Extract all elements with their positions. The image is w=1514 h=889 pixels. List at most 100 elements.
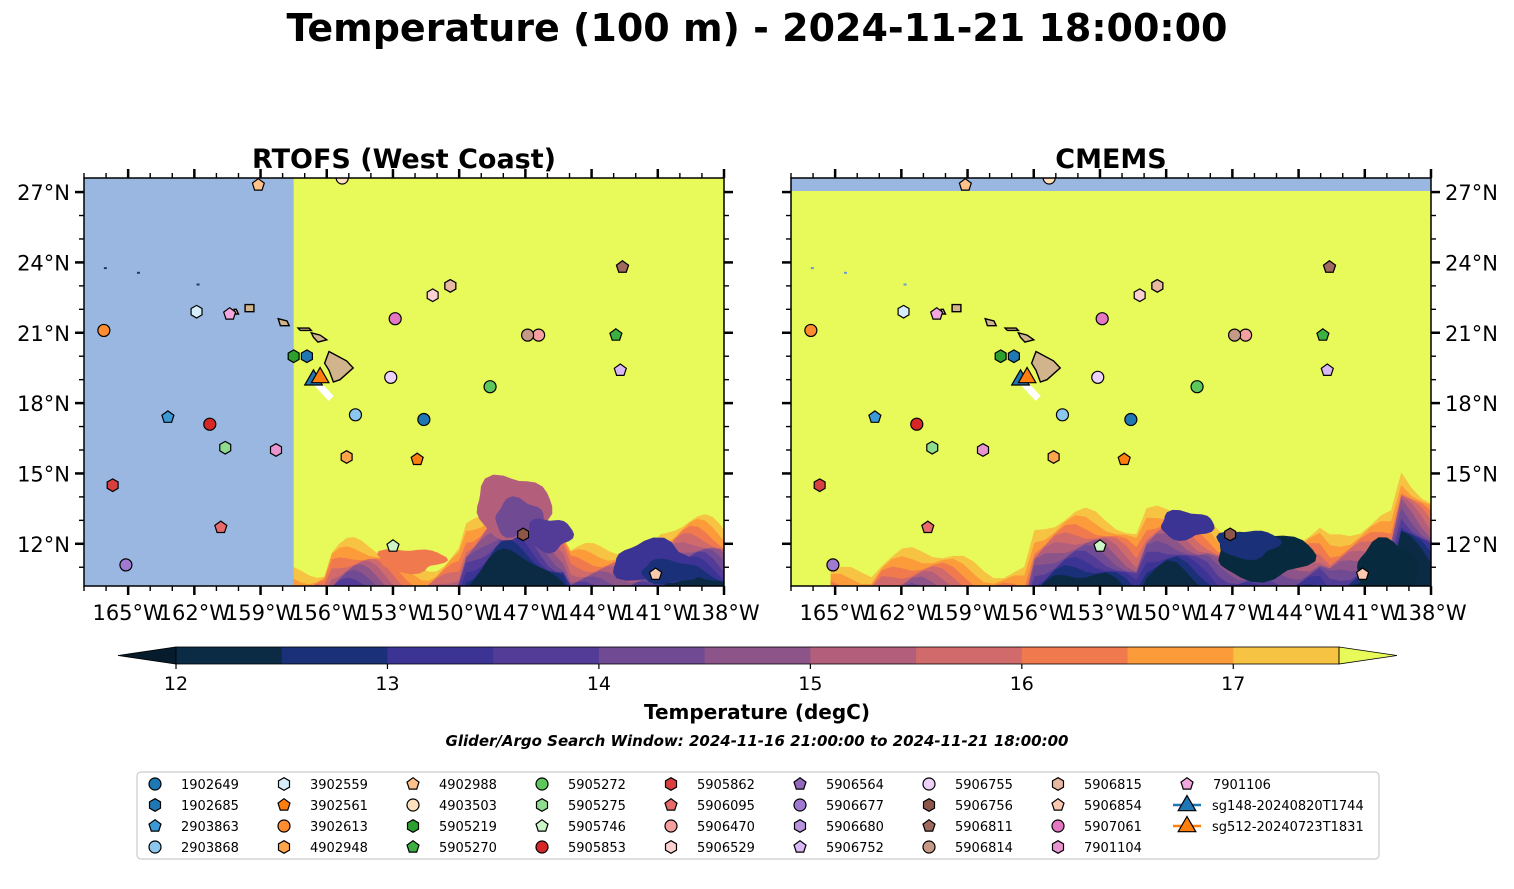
x-tick-label: 150°W [1130,601,1202,625]
platform-marker-2903868 [348,408,363,422]
x-tick-label: 141°W [1329,601,1401,625]
legend-item: 5905746 [535,818,626,835]
x-tick-label: 147°W [1197,601,1269,625]
legend-item: 5906680 [793,819,884,835]
y-tick-label: 27°N [1445,181,1498,205]
legend-label: 7901106 [1213,778,1271,793]
outside-domain-mask [791,178,1431,191]
y-tick-label: 24°N [17,251,70,275]
legend-item: sg512-20240723T1831 [1173,815,1364,835]
legend-marker [793,839,807,853]
y-tick-label: 27°N [17,181,70,205]
x-tick-label: 156°W [998,601,1070,625]
platform-marker-7901106 [222,306,237,320]
legend-label: 1902685 [181,799,239,814]
platform-marker-5906470 [532,328,546,342]
legend-label: 7901104 [1084,841,1142,856]
platform-marker-3902559 [190,304,203,319]
platform-marker-5905270 [1316,328,1330,341]
panel-title-rtofs: RTOFS (West Coast) [252,144,556,175]
kauai-island [951,303,962,313]
legend-marker [406,776,420,790]
colorbar: 12 13 14 15 16 17 [117,646,1398,695]
legend-marker [793,776,807,790]
legend-marker [148,798,162,812]
platform-marker-7901104 [269,443,283,457]
x-tick-label: 138°W [688,601,760,625]
legend-item: 4902988 [406,776,497,793]
legend-item: 3902559 [277,777,368,793]
platform-marker-5906854 [648,567,663,581]
platform-marker-5906756 [1224,527,1237,542]
platform-marker-1902685 [1007,349,1021,364]
legend-label: 5906752 [826,841,884,856]
legend-marker [1051,840,1065,854]
islet [196,283,200,286]
colorbar-segment [598,647,706,664]
colorbar-tick-label: 15 [798,673,822,695]
colorbar-segment [493,647,600,664]
platform-marker-5906095 [214,520,228,534]
legend-item: 5906756 [922,798,1013,814]
platform-marker-5906814 [1227,328,1242,342]
oahu-island [277,317,291,327]
legend-item: 5906752 [793,839,884,856]
x-tick-label: 144°W [556,601,628,625]
legend-marker [793,798,807,812]
legend-marker [535,840,549,854]
molokai-island [1003,327,1020,332]
legend-item: 5907061 [1051,819,1142,835]
legend-item: 5905219 [406,819,497,835]
platform-marker-1902685 [300,349,313,364]
contour-blob [1357,537,1419,586]
legend-marker [664,840,678,854]
legend-label: 5906814 [955,841,1013,856]
legend-label: 2903868 [181,841,239,856]
kauai-island [244,303,255,313]
platform-marker-4902988 [251,178,266,191]
legend-marker [406,839,420,853]
legend-marker [535,777,549,791]
legend-label: 5905270 [439,841,497,856]
legend-label: 5906470 [697,820,755,835]
no-data-region [84,178,294,586]
legend-item: 5906677 [793,798,884,814]
colorbar-tick-label: 13 [375,673,399,695]
platform-marker-sg512-20240723T1831 [1017,366,1037,384]
legend-label: 5906564 [826,778,884,793]
y-tick-label: 24°N [1445,251,1498,275]
platform-marker-5906677 [826,558,840,572]
platform-marker-4902948 [1047,450,1060,464]
contour-blob [529,518,575,554]
legend-item: 5906470 [664,819,755,835]
legend-item: 5905853 [535,840,626,856]
y-tick-label: 15°N [17,462,70,486]
y-tick-label: 12°N [1445,533,1498,557]
legend-marker [148,840,162,854]
contour-band [901,507,1431,586]
temperature-field [830,472,1431,586]
platform-marker-sg512-20240723T1831 [310,366,330,384]
colorbar-segment [1127,647,1234,664]
maui-island [310,331,329,343]
x-tick-label: 165°W [799,601,871,625]
legend-marker [535,798,549,812]
legend-marker [1180,776,1194,790]
legend-item: 5906529 [664,840,755,856]
legend-marker [535,818,549,832]
platform-marker-4902988 [958,178,973,191]
legend-label: sg512-20240723T1831 [1212,820,1364,835]
platform-marker-2903868 [1055,408,1070,422]
axes: 165°W162°W159°W156°W153°W150°W147°W144°W… [782,169,1498,625]
legend-label: 2903863 [181,820,239,835]
platform-markers [804,178,1370,581]
platform-marker-4903503 [1042,178,1056,185]
x-tick-label: 165°W [92,601,164,625]
islet [903,283,907,286]
legend-item: 2903868 [148,840,239,856]
platform-marker-5906755 [384,370,398,384]
legend-label: 5905862 [697,778,755,793]
platform-marker-5906811 [1322,260,1337,273]
hawaii-island [1030,350,1062,383]
